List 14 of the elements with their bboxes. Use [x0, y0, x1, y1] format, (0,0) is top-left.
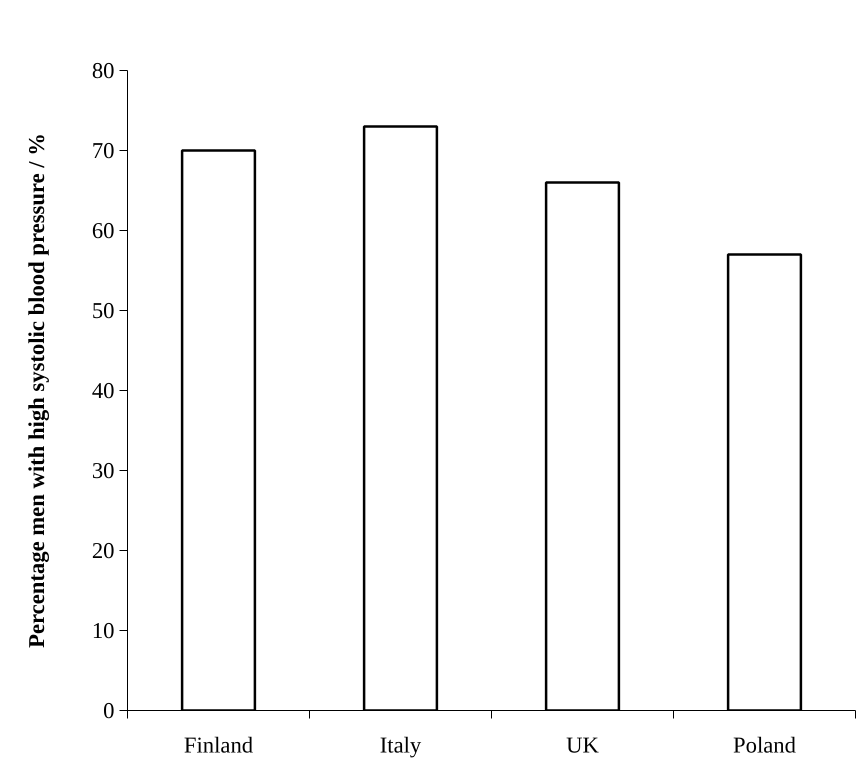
y-axis-title: Percentage men with high systolic blood pressure / % — [24, 133, 49, 648]
y-tick-label: 50 — [92, 298, 114, 323]
x-tick-label: Finland — [184, 732, 254, 758]
y-tick-label: 40 — [92, 378, 114, 403]
y-tick-label: 30 — [92, 458, 114, 483]
y-tick-label: 60 — [92, 218, 114, 243]
y-tick-label: 0 — [103, 698, 114, 723]
y-tick-label: 70 — [92, 138, 114, 163]
y-tick-label: 80 — [92, 58, 114, 83]
y-tick-label: 10 — [92, 618, 114, 643]
x-tick-label: Poland — [733, 732, 797, 758]
x-tick-label: Italy — [380, 732, 422, 758]
x-tick-label: UK — [566, 732, 600, 758]
y-tick-label: 20 — [92, 538, 114, 563]
